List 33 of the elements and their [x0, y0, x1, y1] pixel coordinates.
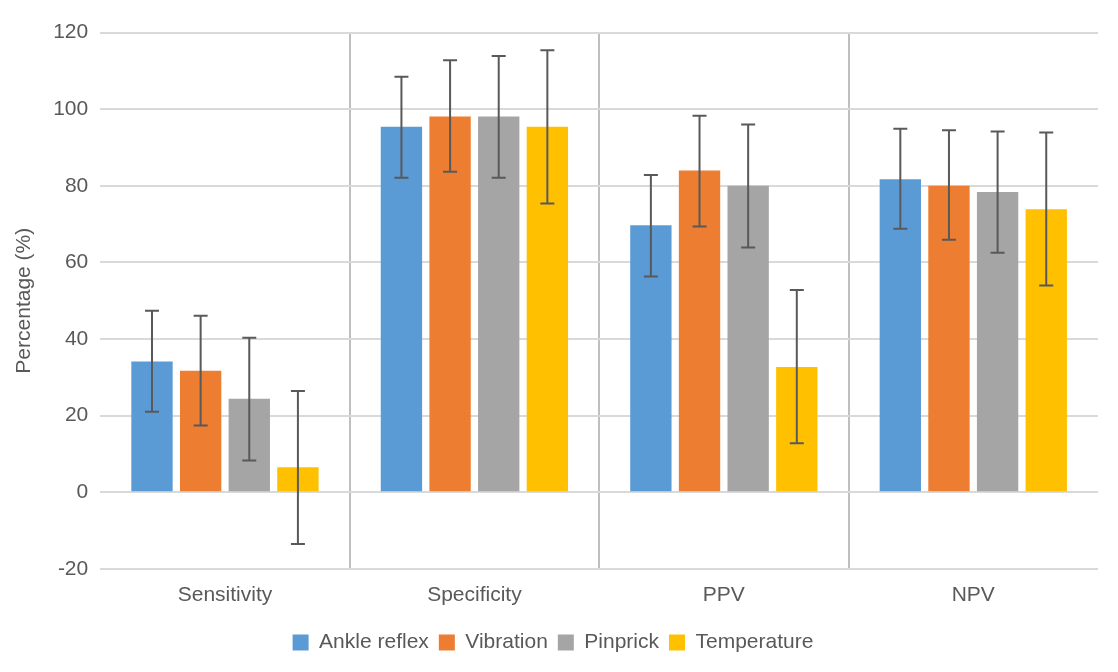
- bar: [277, 467, 319, 492]
- bar: [429, 116, 471, 492]
- y-tick-label: 40: [64, 325, 89, 349]
- y-tick-label: 100: [53, 96, 89, 119]
- bar: [976, 191, 1019, 492]
- y-tick-label: 80: [64, 172, 89, 196]
- bar: [678, 170, 721, 492]
- legend-label: Temperature: [695, 629, 814, 653]
- bar: [928, 185, 970, 492]
- bar: [630, 225, 672, 492]
- y-tick-label: 20: [64, 402, 89, 426]
- x-tick-label: NPV: [951, 582, 995, 606]
- bar: [879, 179, 921, 492]
- bar: [228, 398, 270, 492]
- bar: [1025, 209, 1067, 492]
- y-axis-title: Percentage (%): [11, 227, 35, 374]
- legend-label: Pinprick: [584, 629, 660, 653]
- x-tick-label: Specificity: [427, 582, 523, 606]
- bar: [776, 366, 818, 492]
- y-tick-label: -20: [57, 555, 89, 579]
- legend-label: Vibration: [465, 629, 548, 653]
- y-tick-label: 60: [64, 249, 89, 273]
- y-tick-label: 0: [76, 479, 89, 502]
- bar: [478, 116, 520, 492]
- x-tick-label: PPV: [702, 582, 745, 606]
- bar: [727, 185, 769, 492]
- bar: [179, 370, 222, 492]
- x-tick-label: Sensitivity: [177, 582, 273, 606]
- bar: [380, 126, 423, 492]
- bar: [131, 361, 173, 492]
- y-tick-label: 120: [53, 19, 89, 43]
- legend-label: Ankle reflex: [319, 629, 430, 653]
- bar: [526, 126, 569, 492]
